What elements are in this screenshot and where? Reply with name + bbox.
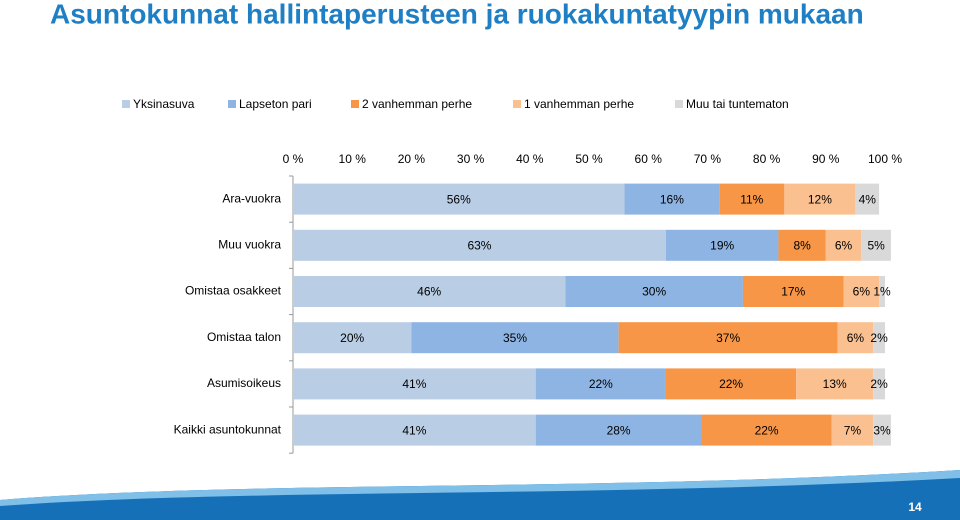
bar-segment [618,322,838,354]
y-tick-label: Kaikki asuntokunnat [174,422,282,436]
x-tick-label: 50 % [575,152,603,166]
bar-segment [665,229,779,261]
bar-segment [701,414,832,446]
y-tick-label: Ara-vuokra [222,191,281,205]
footer-wave-light [0,470,960,506]
data-label: 6% [835,238,853,252]
data-label: 37% [716,331,740,345]
legend-label: Yksinasuva [133,97,195,111]
x-tick-label: 80 % [753,152,781,166]
bar-segment [837,322,874,354]
bar-segment [293,183,625,215]
bar-segment [778,229,826,261]
y-tick-label: Omistaa talon [207,330,281,344]
x-tick-label: 40 % [516,152,544,166]
bar-segment [784,183,856,215]
data-label: 22% [589,377,613,391]
data-label: 56% [447,192,471,206]
data-label: 11% [740,192,763,206]
bar-segment [742,276,844,307]
x-tick-label: 30 % [457,152,485,166]
y-tick-label: Asumisoikeus [207,376,281,390]
y-tick-label: Muu vuokra [218,237,281,251]
data-label: 19% [710,238,734,252]
bar-segment [293,368,536,400]
bar-segment [825,229,862,261]
x-tick-label: 90 % [812,152,840,166]
bar-segment [873,414,891,446]
data-label: 2% [870,331,888,345]
bar-segment [873,368,885,400]
x-tick-label: 10 % [339,152,367,166]
data-label: 6% [847,331,865,345]
bar-segment [796,368,874,400]
bar-segment [293,414,536,446]
bar-segment [535,368,666,400]
x-tick-label: 60 % [635,152,663,166]
data-label: 12% [808,192,832,206]
data-label: 46% [417,285,441,299]
legend-label: Lapseton pari [239,97,312,111]
data-label: 20% [340,331,364,345]
bar-segment [535,414,702,446]
data-label: 17% [781,285,805,299]
legend-label: 2 vanhemman perhe [362,97,472,111]
bar-segment [293,229,666,261]
y-tick-label: Omistaa osakkeet [185,284,282,298]
bar-segment [293,276,566,307]
bar-segment [293,322,412,354]
data-label: 63% [467,238,491,252]
chart-title: Asuntokunnat hallintaperusteen ja ruokak… [50,0,864,29]
data-label: 28% [607,423,631,437]
bar-segment [879,276,885,307]
data-label: 22% [755,423,779,437]
data-label: 22% [719,377,743,391]
bar-segment [624,183,720,215]
data-label: 41% [402,423,426,437]
data-label: 5% [867,238,885,252]
bar-segment [855,183,880,215]
data-label: 2% [870,377,888,391]
x-tick-label: 100 % [868,152,902,166]
bar-segment [843,276,880,307]
data-label: 16% [660,192,684,206]
legend-swatch [675,100,683,108]
x-tick-label: 70 % [694,152,722,166]
bar-segment [665,368,797,400]
bar-segment [719,183,785,215]
legend-swatch [351,100,359,108]
data-label: 8% [793,238,811,252]
data-label: 13% [823,377,847,391]
bar-segment [861,229,891,261]
legend-swatch [228,100,236,108]
bar-segment [831,414,874,446]
x-tick-label: 20 % [398,152,426,166]
data-label: 6% [853,285,871,299]
bar-segment [873,322,885,354]
legend-label: Muu tai tuntematon [686,97,789,111]
legend-swatch [513,100,521,108]
data-label: 3% [873,423,891,437]
data-label: 41% [402,377,426,391]
bar-segment [411,322,619,354]
data-label: 35% [503,331,527,345]
bar-segment [565,276,743,307]
data-label: 1% [873,285,891,299]
data-label: 7% [844,423,862,437]
page-number: 14 [908,500,922,514]
x-tick-label: 0 % [283,152,304,166]
legend-label: 1 vanhemman perhe [524,97,634,111]
legend-swatch [122,100,130,108]
data-label: 30% [642,285,666,299]
data-label: 4% [859,192,877,206]
